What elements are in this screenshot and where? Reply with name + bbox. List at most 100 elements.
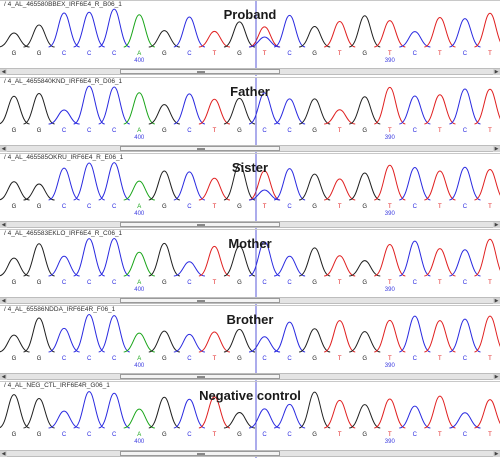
peak-G [223, 245, 256, 277]
peak-T [424, 248, 456, 277]
scroll-thumb[interactable] [120, 222, 280, 227]
base-call: C [187, 51, 192, 57]
base-call: C [112, 432, 117, 438]
base-call: G [362, 280, 367, 286]
horizontal-scrollbar[interactable]: ◀ ▶ [0, 373, 500, 380]
sample-label: Mother [228, 236, 272, 251]
base-call: G [37, 128, 42, 134]
scroll-left-arrow-icon[interactable]: ◀ [0, 222, 7, 228]
peak-C [173, 398, 206, 429]
position-tick: 400 [134, 287, 145, 293]
peak-C [273, 321, 306, 353]
base-call: T [438, 204, 442, 210]
peak-C [173, 93, 206, 125]
secondary-peak [248, 36, 281, 48]
base-call: G [37, 51, 42, 57]
grip-icon [197, 376, 205, 378]
horizontal-scrollbar[interactable]: ◀ ▶ [0, 145, 500, 152]
scroll-thumb[interactable] [120, 69, 280, 74]
peak-C [449, 88, 481, 125]
scroll-right-arrow-icon[interactable]: ▶ [493, 222, 500, 228]
base-call: C [463, 128, 468, 134]
sample-label: Father [230, 84, 270, 99]
peak-C [248, 92, 281, 125]
peak-T [424, 320, 456, 353]
base-call: T [388, 204, 392, 210]
base-call: G [162, 280, 167, 286]
base-call: C [112, 356, 117, 362]
base-call: G [237, 204, 242, 210]
base-call: T [488, 356, 492, 362]
peak-C [399, 315, 431, 353]
scroll-right-arrow-icon[interactable]: ▶ [493, 374, 500, 380]
peak-T [248, 26, 281, 48]
scroll-thumb[interactable] [120, 374, 280, 379]
base-call: C [187, 356, 192, 362]
base-call: T [488, 432, 492, 438]
trace-file-name: / 4_AL_NEG_CTL_IRF6E4R_G06_1 [4, 382, 110, 389]
base-call: C [112, 280, 117, 286]
horizontal-scrollbar[interactable]: ◀ ▶ [0, 68, 500, 75]
base-call: C [112, 51, 117, 57]
peak-G [223, 412, 256, 429]
horizontal-scrollbar[interactable]: ◀ ▶ [0, 450, 500, 457]
base-call: C [87, 204, 92, 210]
base-call: T [338, 432, 342, 438]
scroll-left-arrow-icon[interactable]: ◀ [0, 374, 7, 380]
scroll-thumb[interactable] [120, 451, 280, 456]
peak-G [148, 30, 180, 48]
trace-panel-4: / 4_AL_465583EKLO_IRF6E4_R_C06_1 G G C C C A G C… [0, 229, 500, 305]
peak-C [273, 14, 306, 48]
horizontal-scrollbar[interactable]: ◀ ▶ [0, 221, 500, 228]
peak-C [73, 85, 105, 125]
peak-T [324, 255, 356, 277]
base-call: A [137, 128, 141, 134]
trace-file-name: / 4_AL_4655840KND_IRF6E4_R_D06_1 [4, 78, 123, 85]
peak-C [399, 240, 431, 277]
peak-G [223, 21, 256, 48]
sample-label: Proband [223, 7, 277, 22]
base-call: C [287, 432, 292, 438]
peak-C [173, 333, 206, 353]
scroll-left-arrow-icon[interactable]: ◀ [0, 146, 7, 152]
scroll-left-arrow-icon[interactable]: ◀ [0, 298, 7, 304]
peak-G [23, 317, 55, 353]
peak-T [198, 396, 231, 429]
peak-T [474, 399, 500, 429]
trace-file-name: / 4_AL_465583EKLO_IRF6E4_R_C06_1 [4, 230, 123, 237]
peak-G [298, 247, 331, 277]
peak-C [399, 31, 431, 48]
base-call: C [413, 356, 418, 362]
base-call: C [87, 432, 92, 438]
peak-T [374, 319, 406, 353]
base-call: T [213, 356, 217, 362]
base-call: C [413, 51, 418, 57]
peak-G [223, 328, 256, 353]
base-call: T [213, 204, 217, 210]
peak-C [98, 162, 130, 201]
peak-G [0, 394, 30, 429]
base-call: G [312, 204, 317, 210]
scroll-right-arrow-icon[interactable]: ▶ [493, 69, 500, 75]
peak-C [48, 255, 80, 277]
scroll-right-arrow-icon[interactable]: ▶ [493, 146, 500, 152]
base-call: G [162, 356, 167, 362]
scroll-right-arrow-icon[interactable]: ▶ [493, 451, 500, 457]
trace-panel-3: / 4_AL_465585OKRU_IRF6E4_R_E06_1 G G C C C A G C… [0, 153, 500, 229]
scroll-thumb[interactable] [120, 298, 280, 303]
scroll-right-arrow-icon[interactable]: ▶ [493, 298, 500, 304]
chromatogram-trace: G G C C C A G C T G T C G T G T C T C T 400 390 [0, 1, 500, 76]
scroll-left-arrow-icon[interactable]: ◀ [0, 451, 7, 457]
grip-icon [197, 300, 205, 302]
peak-G [148, 104, 180, 125]
peak-G [23, 398, 55, 429]
scroll-thumb[interactable] [120, 146, 280, 151]
base-call: C [187, 204, 192, 210]
base-call: G [312, 356, 317, 362]
scroll-left-arrow-icon[interactable]: ◀ [0, 69, 7, 75]
horizontal-scrollbar[interactable]: ◀ ▶ [0, 297, 500, 304]
base-call: T [438, 280, 442, 286]
peak-C [449, 318, 481, 353]
peak-A [123, 180, 155, 201]
base-call: G [312, 51, 317, 57]
